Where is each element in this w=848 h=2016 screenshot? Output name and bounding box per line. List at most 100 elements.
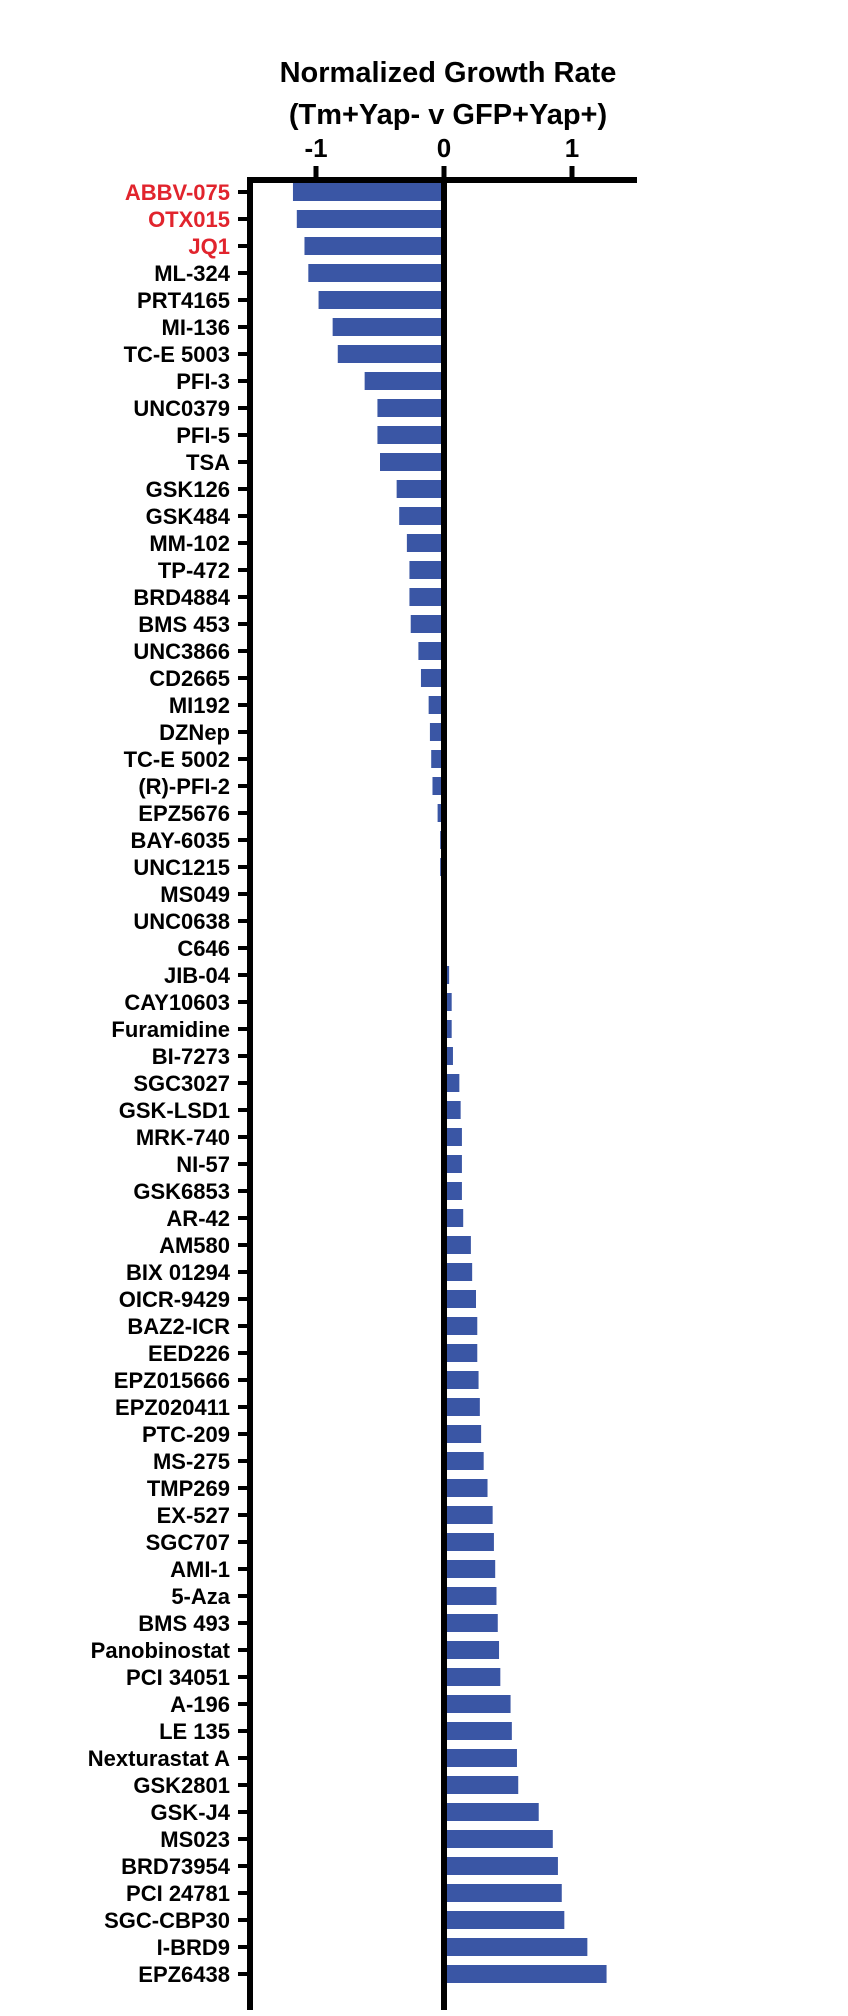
x-tick-label: -1 [304, 133, 327, 163]
bar [406, 534, 444, 552]
category-label: MI-136 [162, 315, 230, 340]
bar [420, 669, 444, 687]
bar [444, 1209, 464, 1227]
bar [444, 1155, 462, 1173]
category-label: CAY10603 [124, 990, 230, 1015]
category-label: GSK6853 [133, 1179, 230, 1204]
category-label: BAZ2-ICR [127, 1314, 230, 1339]
bar [296, 210, 444, 228]
x-tick-label: 1 [565, 133, 579, 163]
category-label: SGC-CBP30 [104, 1908, 230, 1933]
bar [444, 1965, 607, 1983]
bar [444, 1722, 512, 1740]
category-label: PCI 24781 [126, 1881, 230, 1906]
category-labels-group: ABBV-075OTX015JQ1ML-324PRT4165MI-136TC-E… [88, 180, 231, 1987]
category-label: AMI-1 [170, 1557, 230, 1582]
category-label: EPZ020411 [115, 1395, 230, 1420]
category-label: A-196 [170, 1692, 230, 1717]
bar [444, 1803, 539, 1821]
category-label: GSK2801 [133, 1773, 230, 1798]
bar [444, 1317, 478, 1335]
category-label: MI192 [169, 693, 230, 718]
bar [444, 1074, 460, 1092]
category-label: GSK484 [146, 504, 231, 529]
bar [444, 1020, 452, 1038]
category-label: BAY-6035 [131, 828, 230, 853]
bar [332, 318, 444, 336]
bar [444, 1884, 562, 1902]
category-label: EPZ5676 [138, 801, 230, 826]
category-label: I-BRD9 [157, 1935, 230, 1960]
category-label: SGC707 [146, 1530, 230, 1555]
category-label: PCI 34051 [126, 1665, 230, 1690]
bar [318, 291, 444, 309]
bar [444, 1749, 517, 1767]
category-label: TC-E 5002 [124, 747, 230, 772]
bar [444, 1425, 482, 1443]
category-label-highlighted: OTX015 [148, 207, 230, 232]
bar [444, 1128, 462, 1146]
category-label: GSK-LSD1 [119, 1098, 230, 1123]
bar [410, 615, 444, 633]
category-label: GSK126 [146, 477, 230, 502]
category-label: PFI-3 [176, 369, 230, 394]
category-label: BRD73954 [121, 1854, 231, 1879]
bar [444, 1560, 496, 1578]
category-label: MM-102 [149, 531, 230, 556]
category-label: TSA [186, 450, 230, 475]
bar [444, 1695, 511, 1713]
chart-subtitle: (Tm+Yap- v GFP+Yap+) [289, 99, 607, 131]
category-label: PTC-209 [142, 1422, 230, 1447]
category-label: EPZ6438 [138, 1962, 230, 1987]
category-label-highlighted: JQ1 [188, 234, 230, 259]
category-label: NI-57 [176, 1152, 230, 1177]
bar [399, 507, 444, 525]
bars-group [292, 183, 607, 1983]
category-label: C646 [177, 936, 230, 961]
bar [444, 1371, 479, 1389]
bar [444, 1533, 494, 1551]
bar [444, 1290, 476, 1308]
bar [444, 1101, 461, 1119]
category-label: GSK-J4 [151, 1800, 231, 1825]
bar [428, 696, 444, 714]
category-label: ML-324 [154, 261, 231, 286]
x-axis-ticks: -1 0 1 [304, 133, 579, 180]
category-label: EX-527 [157, 1503, 230, 1528]
bar [444, 1236, 471, 1254]
bar [432, 777, 444, 795]
category-label: CD2665 [149, 666, 230, 691]
category-label: PRT4165 [137, 288, 230, 313]
bar [418, 642, 444, 660]
bar [444, 1263, 473, 1281]
bar [444, 993, 452, 1011]
category-label: OICR-9429 [119, 1287, 230, 1312]
category-label: JIB-04 [164, 963, 231, 988]
category-label: EPZ015666 [114, 1368, 230, 1393]
bar [380, 453, 444, 471]
bar [429, 723, 444, 741]
bar [444, 1614, 498, 1632]
bar [444, 1479, 488, 1497]
chart-title: Normalized Growth Rate [280, 57, 617, 89]
category-label: (R)-PFI-2 [138, 774, 230, 799]
bar [444, 1344, 478, 1362]
category-label: UNC0379 [133, 396, 230, 421]
category-label: BMS 453 [138, 612, 230, 637]
category-label: Nexturastat A [88, 1746, 230, 1771]
category-label: SGC3027 [133, 1071, 230, 1096]
category-label: UNC3866 [133, 639, 230, 664]
bar [304, 237, 444, 255]
bar [396, 480, 444, 498]
category-label: MS-275 [153, 1449, 230, 1474]
category-label: PFI-5 [176, 423, 230, 448]
category-label: TMP269 [147, 1476, 230, 1501]
category-label: LE 135 [159, 1719, 230, 1744]
bar [437, 804, 444, 822]
bar [409, 588, 444, 606]
category-label: TP-472 [158, 558, 230, 583]
bar [444, 1641, 500, 1659]
category-label: TC-E 5003 [124, 342, 230, 367]
bar [337, 345, 444, 363]
